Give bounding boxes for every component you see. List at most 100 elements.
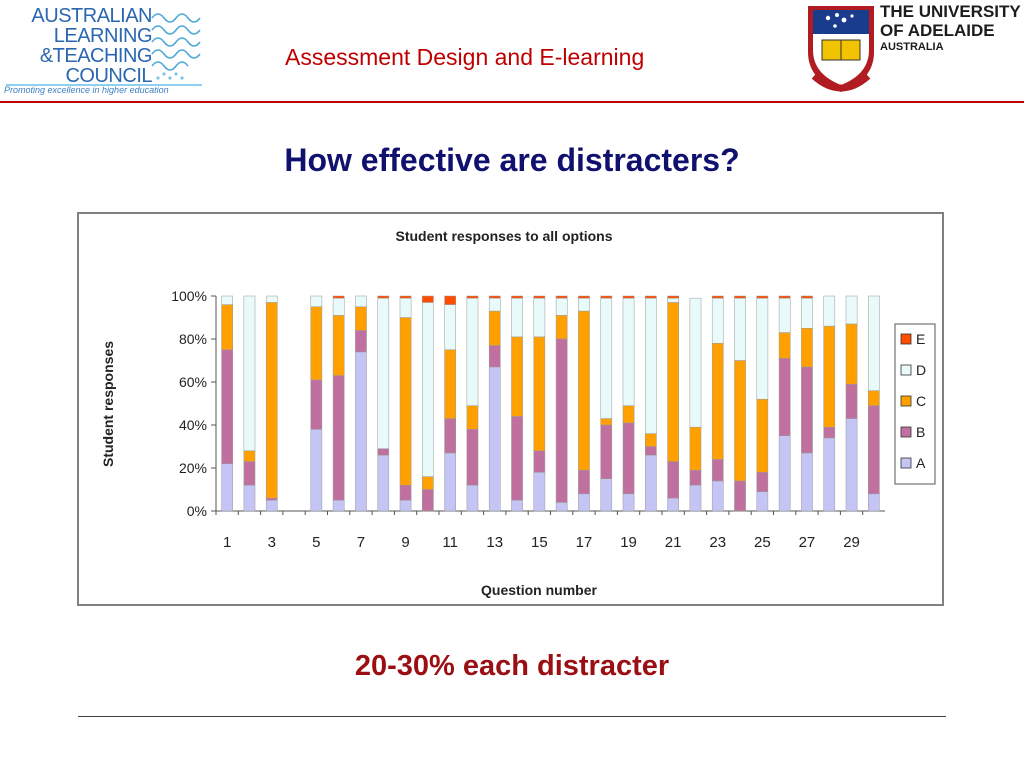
bar-segment-q9-c <box>399 317 412 486</box>
bar-segment-q27-d <box>801 297 813 329</box>
bar-segment-q2-d <box>243 295 256 452</box>
bar-segment-q22-d <box>689 297 702 428</box>
bar-segment-q12-a <box>466 484 479 512</box>
bar-segment-q26-b <box>778 358 791 437</box>
x-tick-label: 25 <box>754 534 771 551</box>
bar-segment-q17-c <box>578 310 590 471</box>
bar-segment-q24-b <box>734 480 746 512</box>
university-name-line1: THE UNIVERSITY <box>880 2 1021 21</box>
bar-segment-q24-d <box>734 297 746 361</box>
x-axis-label: Question number <box>481 582 597 598</box>
bar-segment-q7-c <box>355 306 367 331</box>
bar-segment-q21-a <box>667 497 679 512</box>
bar-segment-q15-b <box>533 450 546 473</box>
bar-segment-q13-d <box>488 297 501 312</box>
bar-segment-q12-b <box>466 429 479 486</box>
bar-segment-q16-a <box>555 502 568 512</box>
bar-segment-q30-d <box>868 295 880 391</box>
x-tick-label: 3 <box>268 534 276 551</box>
bar-segment-q9-d <box>399 297 412 318</box>
bar-segment-q14-a <box>511 500 523 512</box>
altc-logo-line3: &TEACHING <box>39 45 153 67</box>
y-axis-label: Student responses <box>100 341 116 467</box>
legend-swatch-c <box>900 395 912 407</box>
bar-segment-q20-e <box>645 295 657 299</box>
bar-segment-q19-b <box>622 422 635 495</box>
bar-segment-q16-b <box>555 338 568 503</box>
bar-segment-q2-a <box>243 484 256 512</box>
x-tick-label: 29 <box>843 534 860 551</box>
slide-title: How effective are distracters? <box>284 142 740 178</box>
bar-segment-q23-d <box>711 297 724 344</box>
university-name-line2: OF ADELAIDE <box>880 21 995 40</box>
bar-segment-q17-e <box>578 295 590 299</box>
bar-segment-q16-d <box>555 297 568 316</box>
plot-background <box>216 296 885 511</box>
bar-segment-q10-c <box>422 476 434 490</box>
x-tick-label: 11 <box>442 534 458 551</box>
y-tick-label: 100% <box>171 288 207 304</box>
bar-segment-q23-a <box>711 480 724 512</box>
bar-segment-q7-b <box>355 330 367 353</box>
bar-segment-q18-c <box>600 418 613 426</box>
chart-title: Student responses to all options <box>395 228 612 244</box>
bar-segment-q3-d <box>265 295 278 303</box>
bar-segment-q21-e <box>667 295 679 299</box>
bar-segment-q29-d <box>845 295 858 325</box>
bar-segment-q18-a <box>600 478 613 512</box>
bar-segment-q29-a <box>845 418 858 512</box>
bar-segment-q17-b <box>578 469 590 495</box>
bar-segment-q3-a <box>265 500 278 512</box>
legend-label-e: E <box>916 331 925 347</box>
bar-segment-q20-a <box>645 454 657 512</box>
bar-segment-q6-a <box>332 500 345 512</box>
bar-segment-q1-c <box>221 304 233 350</box>
legend-label-a: A <box>916 455 926 471</box>
bar-segment-q2-b <box>243 461 256 486</box>
bar-segment-q10-e <box>422 295 434 303</box>
bar-segment-q6-b <box>332 375 345 501</box>
x-tick-label: 21 <box>665 534 682 551</box>
bar-segment-q19-e <box>622 295 635 299</box>
bar-segment-q6-d <box>332 297 345 316</box>
plot-area: 0%20%40%60%80%100%1 3 5 7 9 11 13 15 17 19 21 23 25 2… <box>171 288 885 551</box>
altc-logo-line1: AUSTRALIAN <box>31 5 152 27</box>
bar-segment-q10-d <box>422 302 434 477</box>
bar-segment-q9-e <box>399 295 412 299</box>
bar-segment-q25-c <box>756 398 769 473</box>
bar-segment-q22-c <box>689 426 702 471</box>
bar-segment-q30-a <box>868 493 880 512</box>
bar-segment-q6-c <box>332 315 345 376</box>
x-tick-label: 23 <box>709 534 726 551</box>
bar-segment-q22-b <box>689 469 702 486</box>
bar-segment-q14-d <box>511 297 523 338</box>
footer-divider <box>78 716 946 717</box>
bar-segment-q21-b <box>667 461 679 499</box>
bar-segment-q8-d <box>377 297 390 449</box>
bar-segment-q11-b <box>444 418 456 454</box>
bar-segment-q5-d <box>310 295 323 307</box>
bar-segment-q28-c <box>823 325 836 428</box>
bar-segment-q1-b <box>221 349 233 464</box>
bar-segment-q27-e <box>801 295 813 299</box>
bar-segment-q3-c <box>265 302 278 499</box>
x-tick-label: 7 <box>357 534 365 551</box>
bar-segment-q13-a <box>488 366 501 512</box>
bar-segment-q16-e <box>555 295 568 299</box>
bar-segment-q17-d <box>578 297 590 312</box>
bar-segment-q11-d <box>444 304 456 350</box>
bar-segment-q6-e <box>332 295 345 299</box>
bar-segment-q1-a <box>221 463 233 512</box>
legend-label-b: B <box>916 424 925 440</box>
bar-segment-q20-c <box>645 433 657 447</box>
bar-segment-q27-a <box>801 452 813 512</box>
x-tick-label: 17 <box>576 534 593 551</box>
bar-segment-q7-d <box>355 295 367 307</box>
bar-segment-q23-c <box>711 343 724 460</box>
wave-pattern-icon <box>151 13 201 80</box>
bar-segment-q9-b <box>399 484 412 501</box>
bar-segment-q26-a <box>778 435 791 512</box>
bar-segment-q27-c <box>801 328 813 368</box>
bar-segment-q13-c <box>488 310 501 346</box>
x-tick-label: 9 <box>401 534 409 551</box>
